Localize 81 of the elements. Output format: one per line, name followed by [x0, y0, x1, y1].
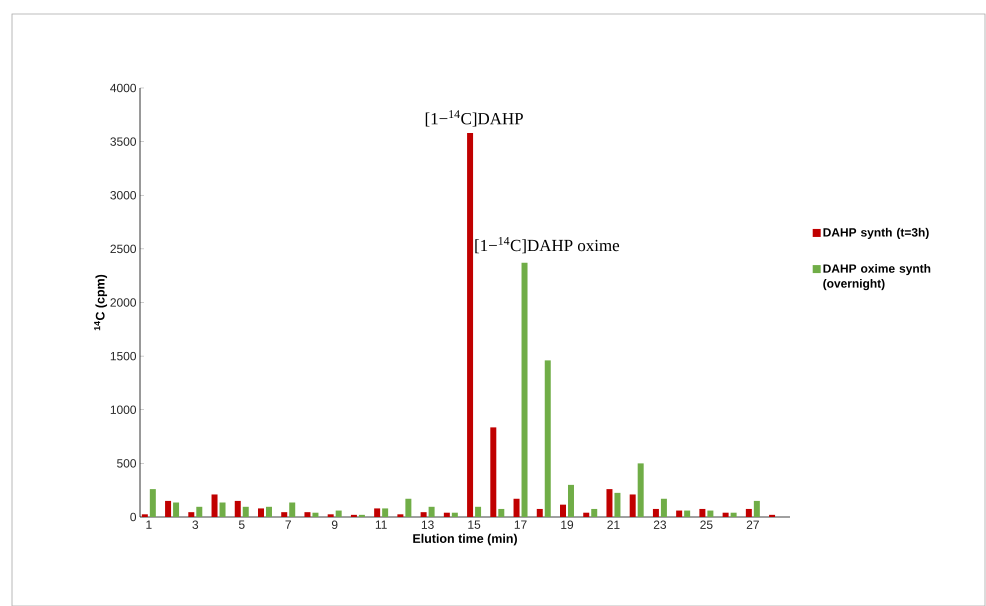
bar [188, 512, 194, 517]
bar [258, 508, 264, 517]
legend-label: DAHP oxime synth (overnight) [823, 264, 930, 290]
bar [707, 510, 714, 517]
bar [684, 510, 690, 517]
bar [544, 360, 551, 517]
x-tick-label: 23 [654, 520, 666, 529]
legend-label: DAHP synth (t=3h) [823, 228, 929, 239]
bar [536, 508, 543, 517]
bar [420, 512, 427, 517]
bar [428, 506, 435, 517]
bar [281, 512, 288, 517]
bar [173, 502, 180, 517]
x-tick-label: 7 [286, 520, 291, 529]
y-tick-label: 1000 [110, 405, 136, 414]
bar [722, 512, 729, 517]
bar [165, 500, 172, 517]
bar [312, 512, 318, 517]
bar [630, 494, 636, 517]
y-axis-title: $^{14}$C (cpm) [94, 274, 108, 330]
bar [498, 508, 504, 517]
x-tick-label: 19 [561, 520, 574, 529]
bar [730, 512, 737, 517]
bar [614, 492, 620, 517]
x-tick-label: 25 [700, 520, 713, 529]
bar [242, 506, 249, 517]
x-tick-label: 9 [332, 520, 338, 529]
bar [467, 132, 474, 517]
y-tick-label: 3000 [110, 190, 136, 200]
bar [568, 484, 574, 517]
y-tick-label: 4000 [110, 84, 136, 92]
bar [522, 262, 528, 517]
bar [660, 498, 667, 517]
bar [444, 512, 450, 517]
x-tick-label: 27 [746, 520, 759, 529]
bar [754, 500, 760, 517]
bar [606, 488, 612, 517]
y-tick-label: 2500 [110, 244, 136, 253]
bar [220, 502, 226, 517]
bar [475, 506, 482, 517]
bar [490, 427, 496, 517]
bar [374, 508, 380, 517]
bar [514, 498, 520, 517]
bar [196, 506, 202, 517]
bar [382, 508, 388, 517]
bar [234, 500, 241, 517]
bar [452, 512, 458, 517]
bar [397, 514, 404, 517]
x-tick-label: 11 [376, 520, 387, 529]
bar [405, 498, 412, 517]
x-tick-label: 17 [514, 520, 527, 529]
x-tick-label: 21 [607, 520, 620, 529]
bar [150, 488, 156, 517]
annotation: [1−$^{14}$C]DAHP [426, 110, 523, 126]
bar [746, 508, 752, 517]
bar [583, 512, 590, 517]
y-tick-label: 500 [117, 458, 136, 468]
bar [304, 512, 310, 517]
bar [212, 494, 218, 517]
bar [638, 463, 644, 517]
bar [652, 508, 659, 517]
x-tick-label: 15 [468, 520, 480, 529]
y-tick-label: 0 [130, 512, 136, 522]
bar [266, 506, 272, 517]
annotation: [1−$^{14}$C]DAHP oxime [475, 236, 620, 254]
x-tick-label: 5 [238, 520, 245, 529]
x-axis-title: Elution time (min) [413, 534, 517, 546]
bar [676, 510, 682, 517]
bar [289, 502, 296, 517]
x-tick-label: 3 [192, 520, 198, 529]
bar [336, 510, 342, 517]
bar [560, 504, 566, 517]
bar [142, 514, 148, 517]
y-tick-label: 1500 [110, 352, 136, 360]
bar [591, 508, 598, 517]
bar [328, 514, 334, 517]
y-tick-label: 3500 [110, 137, 136, 146]
y-tick-label: 2000 [110, 298, 136, 307]
x-tick-label: 1 [146, 520, 152, 529]
x-tick-label: 13 [422, 520, 434, 529]
bar [699, 508, 706, 517]
